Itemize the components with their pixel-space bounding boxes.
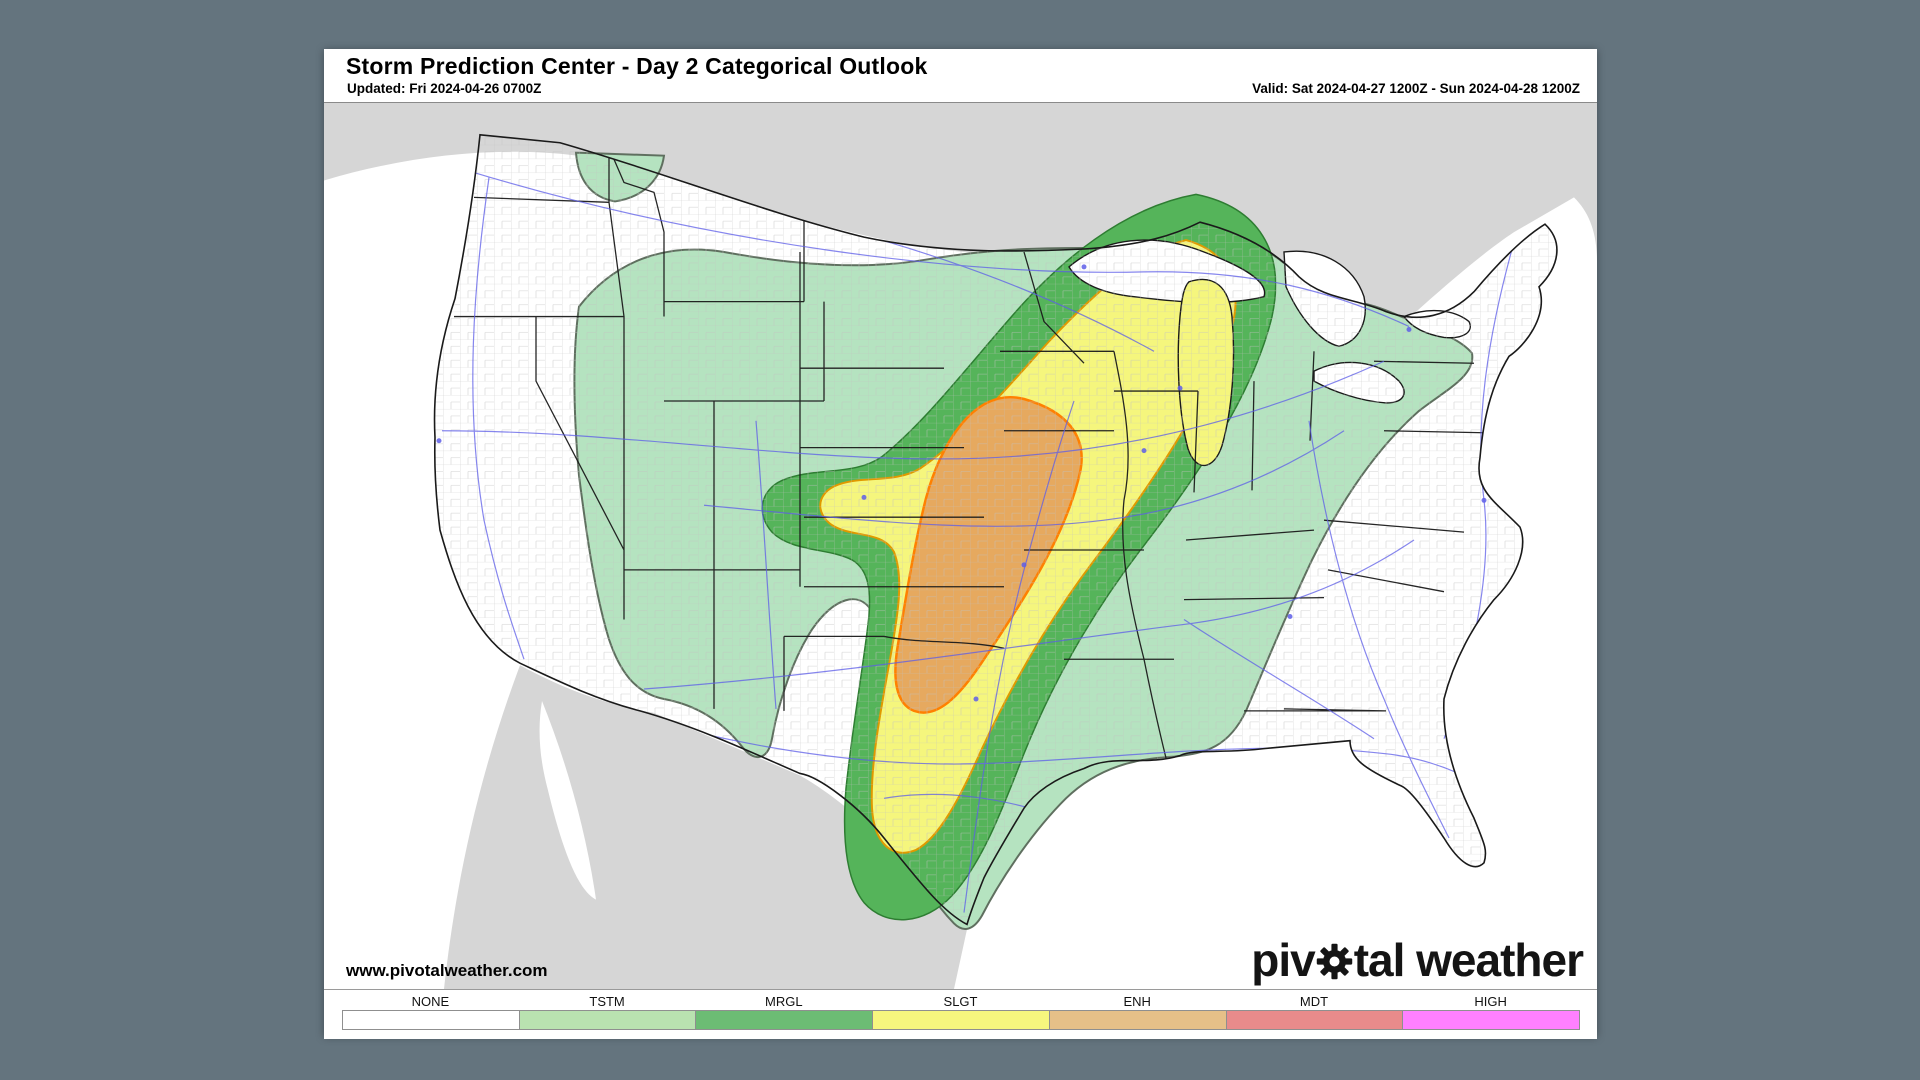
legend-label: MDT [1299,994,1329,1009]
legend-swatch [1225,1010,1404,1030]
legend-swatch [695,1010,874,1030]
legend-label: ENH [1123,994,1151,1009]
legend-item: NONE [342,993,520,1039]
updated-timestamp: Updated: Fri 2024-04-26 0700Z [347,81,542,96]
legend-items: NONE TSTM MRGL SLGT ENH MDT HIGH [342,993,1581,1039]
outlook-map: www.pivotalweather.com piv [324,103,1597,990]
state-borders [454,147,1485,799]
risk-legend: NONE TSTM MRGL SLGT ENH MDT HIGH [324,990,1597,1039]
legend-swatch [518,1010,697,1030]
legend-label: MRGL [765,994,803,1009]
us-basemap [324,103,1597,989]
site-url: www.pivotalweather.com [346,961,548,980]
legend-label: NONE [411,994,450,1009]
logo-text-suffix: tal weather [1353,934,1584,986]
legend-label: TSTM [589,994,625,1009]
legend-swatch [342,1010,520,1030]
gulf-of-california [539,700,596,900]
page-title: Storm Prediction Center - Day 2 Categori… [346,53,928,79]
logo-text-prefix: piv [1251,934,1315,986]
pivotal-weather-logo: piv [1251,933,1584,987]
legend-item: MRGL [695,993,874,1039]
legend-item: ENH [1048,993,1227,1039]
legend-item: TSTM [518,993,697,1039]
legend-swatch [1402,1010,1581,1030]
legend-label: SLGT [943,994,978,1009]
legend-item: MDT [1225,993,1404,1039]
map-header: Storm Prediction Center - Day 2 Categori… [324,49,1597,103]
legend-swatch [872,1010,1050,1030]
mexico-land [444,665,967,989]
us-outline [433,133,1558,926]
legend-item: SLGT [872,993,1050,1039]
legend-label: HIGH [1474,994,1507,1009]
legend-item: HIGH [1402,993,1581,1039]
gear-icon [1316,937,1353,980]
valid-period: Valid: Sat 2024-04-27 1200Z - Sun 2024-0… [1252,81,1580,96]
city-markers [436,264,1487,702]
legend-swatch [1048,1010,1227,1030]
outlook-panel: Storm Prediction Center - Day 2 Categori… [324,49,1597,1039]
